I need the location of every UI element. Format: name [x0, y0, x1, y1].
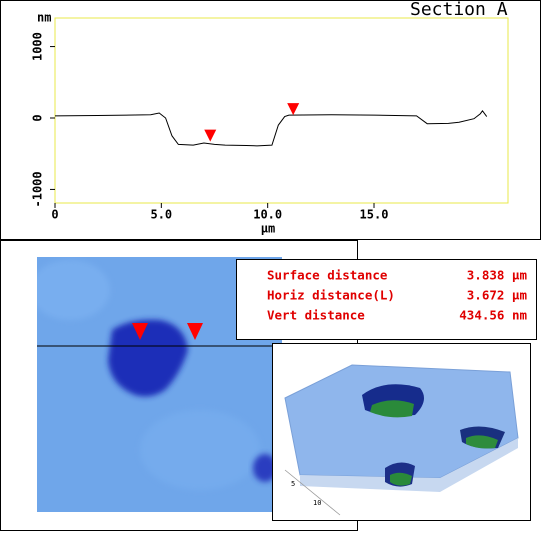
x-tick-label: 5.0 — [150, 208, 172, 222]
cursor-marker — [287, 103, 300, 116]
x-tick-label: 10.0 — [253, 208, 282, 222]
measurement-label: Horiz distance(L) — [267, 288, 395, 303]
inset-axis-label: 10 — [313, 499, 321, 507]
section-panel — [0, 0, 541, 240]
surface-3d — [284, 364, 519, 516]
measurement-value: 434.56 nm — [459, 308, 527, 323]
y-tick-label: 0 — [31, 114, 45, 121]
measurement-value: 3.672 μm — [467, 288, 528, 303]
measurement-box — [236, 259, 537, 340]
inset-axis-label: 5 — [291, 480, 295, 488]
measurements: Surface distance 3.838 μm Horiz distance(L… — [267, 268, 527, 323]
x-tick-label: 0 — [51, 208, 58, 222]
measurement-value: 3.838 μm — [467, 268, 528, 283]
cursor-marker — [204, 129, 217, 142]
y-tick-label: 1000 — [31, 32, 45, 61]
x-axis-label: μm — [261, 222, 275, 236]
section-title: Section A — [410, 0, 508, 20]
y-axis-label: nm — [37, 11, 51, 25]
x-tick-label: 15.0 — [360, 208, 389, 222]
plot: 0 5.0 10.0 15.0 -1000 0 1000 — [31, 17, 509, 222]
measurement-label: Vert distance — [267, 308, 365, 323]
y-tick-label: -1000 — [31, 171, 45, 207]
profile-line — [54, 110, 488, 147]
measurement-label: Surface distance — [267, 268, 388, 283]
plot-area — [54, 17, 509, 204]
